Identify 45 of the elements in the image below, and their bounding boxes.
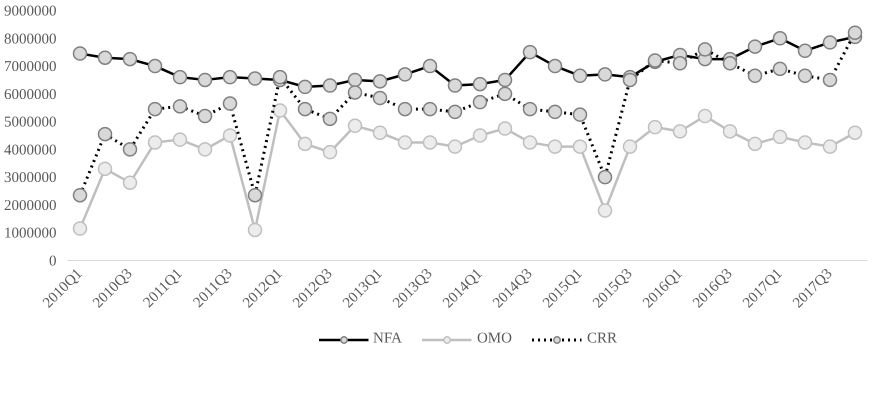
point: [798, 135, 812, 150]
point: [672, 124, 688, 139]
point: [172, 132, 188, 147]
point: [148, 135, 162, 150]
y-tick-label: 4000000: [4, 142, 56, 158]
point: [372, 125, 388, 140]
y-tick-label: 0: [49, 254, 56, 270]
point: [622, 139, 638, 154]
legend-label: NFA: [373, 330, 402, 348]
point: [222, 128, 238, 143]
point: [98, 162, 112, 176]
point: [698, 108, 712, 124]
legend-label: CRR: [586, 330, 617, 348]
point: [822, 139, 838, 154]
y-tick-label: 5000000: [4, 114, 56, 131]
point: [348, 118, 362, 134]
point: [298, 136, 312, 152]
point: [498, 121, 512, 136]
point: [272, 103, 288, 118]
point: [848, 125, 862, 140]
y-tick-label: 9000000: [4, 4, 56, 20]
point: [772, 130, 788, 144]
point: [522, 135, 538, 150]
point: [572, 139, 588, 154]
legend-label: OMO: [476, 330, 512, 348]
y-tick-label: 6000000: [4, 86, 56, 103]
y-tick-label: 8000000: [4, 31, 56, 48]
point: [398, 135, 412, 150]
y-tick-label: 3000000: [4, 170, 56, 186]
point: [598, 203, 612, 218]
y-tick-label: 7000000: [4, 59, 56, 76]
point: [248, 222, 262, 238]
point: [322, 144, 338, 160]
point: [448, 139, 462, 154]
point: [422, 135, 438, 150]
point: [722, 124, 738, 139]
y-tick-label: 1000000: [4, 226, 56, 242]
point: [122, 175, 138, 190]
y-tick-label: 2000000: [4, 198, 56, 214]
point: [648, 120, 662, 134]
point: [72, 221, 88, 236]
point: [472, 128, 488, 143]
point: [198, 142, 212, 157]
point: [748, 136, 762, 152]
point: [548, 139, 562, 154]
